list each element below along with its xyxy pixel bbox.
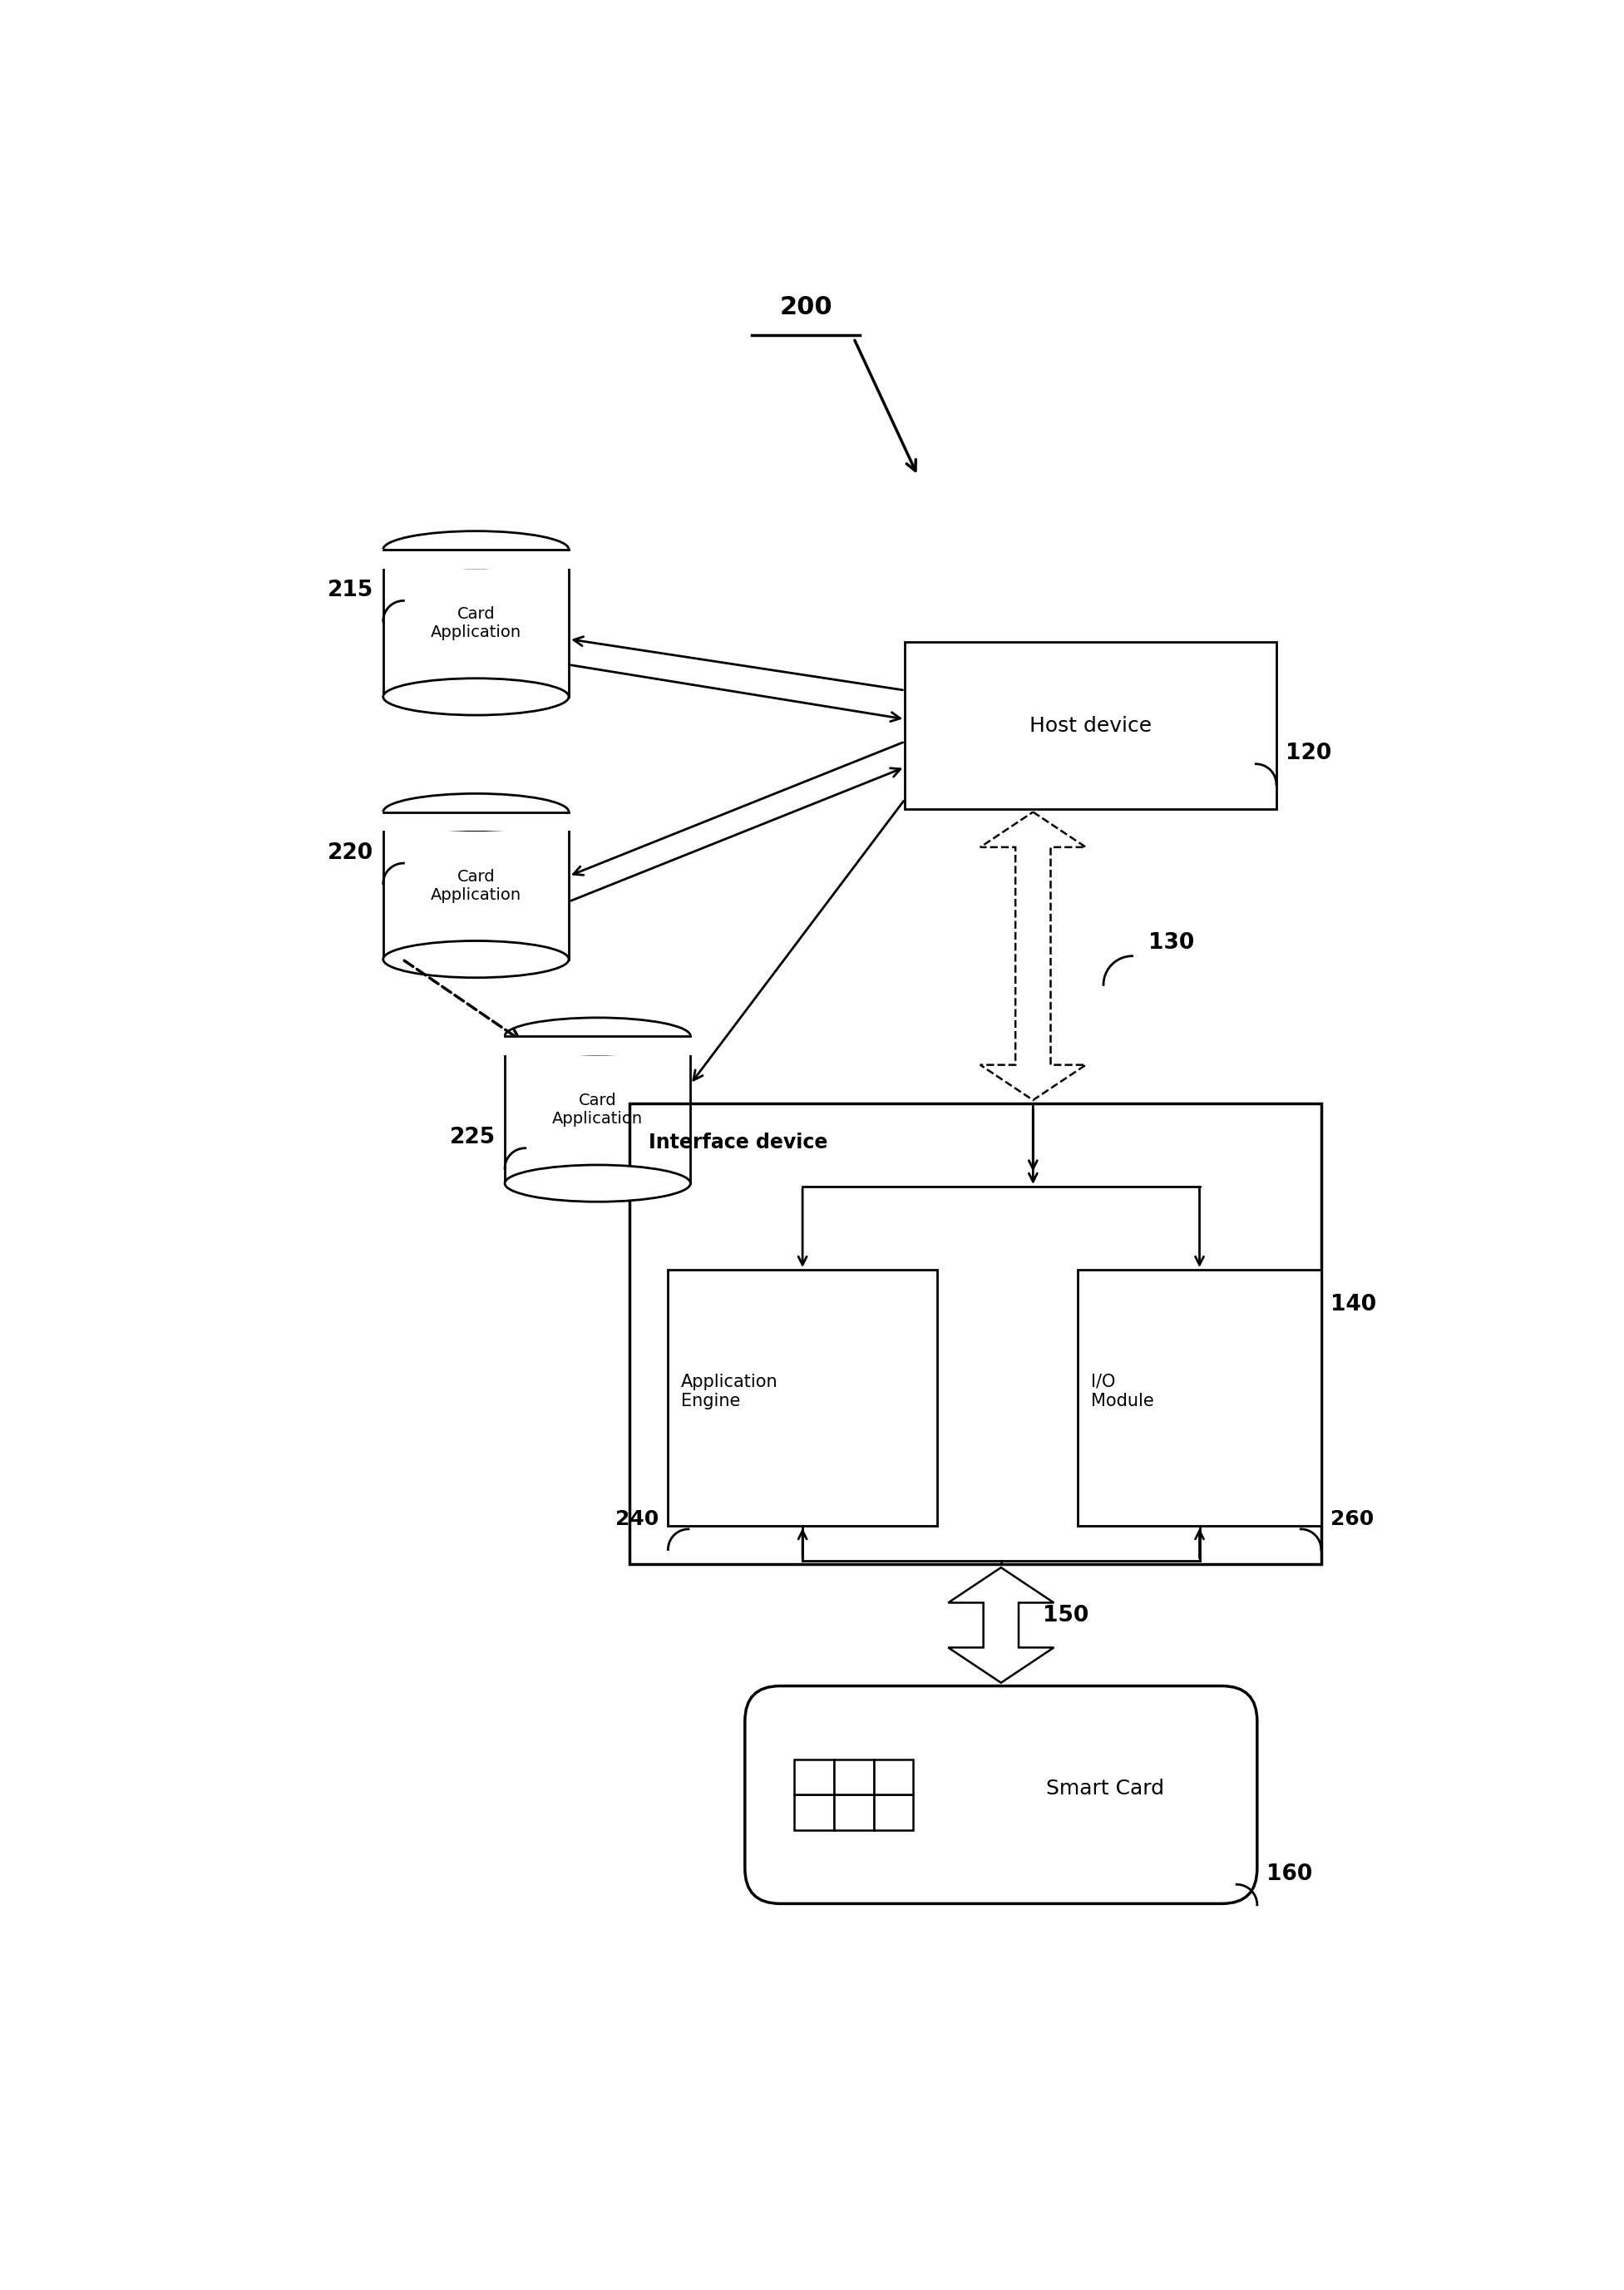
Text: 220: 220	[328, 843, 374, 863]
Ellipse shape	[505, 1017, 690, 1053]
Bar	[505, 1035, 690, 1184]
Text: 215: 215	[328, 579, 374, 602]
Bar	[794, 1759, 833, 1795]
Text: Smart Card: Smart Card	[1046, 1779, 1164, 1798]
FancyBboxPatch shape	[667, 1269, 937, 1525]
Text: 260: 260	[1330, 1509, 1374, 1530]
Polygon shape	[981, 813, 1086, 1099]
Ellipse shape	[383, 795, 568, 831]
Ellipse shape	[505, 1166, 690, 1202]
Text: 225: 225	[450, 1127, 495, 1150]
Text: 120: 120	[1286, 742, 1332, 765]
Bar	[380, 811, 572, 831]
Text: Card
Application: Card Application	[430, 607, 521, 641]
Text: Host device: Host device	[1030, 714, 1151, 735]
FancyBboxPatch shape	[905, 641, 1276, 808]
Bar	[383, 550, 568, 696]
Text: Interface device: Interface device	[650, 1131, 828, 1152]
Ellipse shape	[383, 531, 568, 568]
FancyBboxPatch shape	[1078, 1269, 1322, 1525]
Bar	[502, 1035, 693, 1056]
Text: 140: 140	[1330, 1294, 1377, 1314]
Text: Card
Application: Card Application	[430, 868, 521, 902]
Ellipse shape	[383, 941, 568, 978]
Text: Application
Engine: Application Engine	[680, 1374, 778, 1408]
Polygon shape	[948, 1566, 1054, 1683]
Bar	[794, 1795, 833, 1830]
Ellipse shape	[383, 678, 568, 714]
FancyBboxPatch shape	[745, 1685, 1257, 1903]
FancyBboxPatch shape	[630, 1104, 1322, 1564]
Bar	[874, 1759, 913, 1795]
Bar	[383, 813, 568, 960]
Bar	[833, 1759, 874, 1795]
Text: 160: 160	[1267, 1864, 1312, 1885]
Bar	[833, 1795, 874, 1830]
Text: 130: 130	[1148, 932, 1194, 955]
Bar	[380, 550, 572, 568]
Text: Card
Application: Card Application	[552, 1092, 643, 1127]
Text: I/O
Module: I/O Module	[1091, 1374, 1153, 1408]
Text: 200: 200	[780, 295, 831, 318]
Text: 240: 240	[615, 1509, 658, 1530]
Text: 150: 150	[1043, 1605, 1088, 1626]
Bar	[874, 1795, 913, 1830]
